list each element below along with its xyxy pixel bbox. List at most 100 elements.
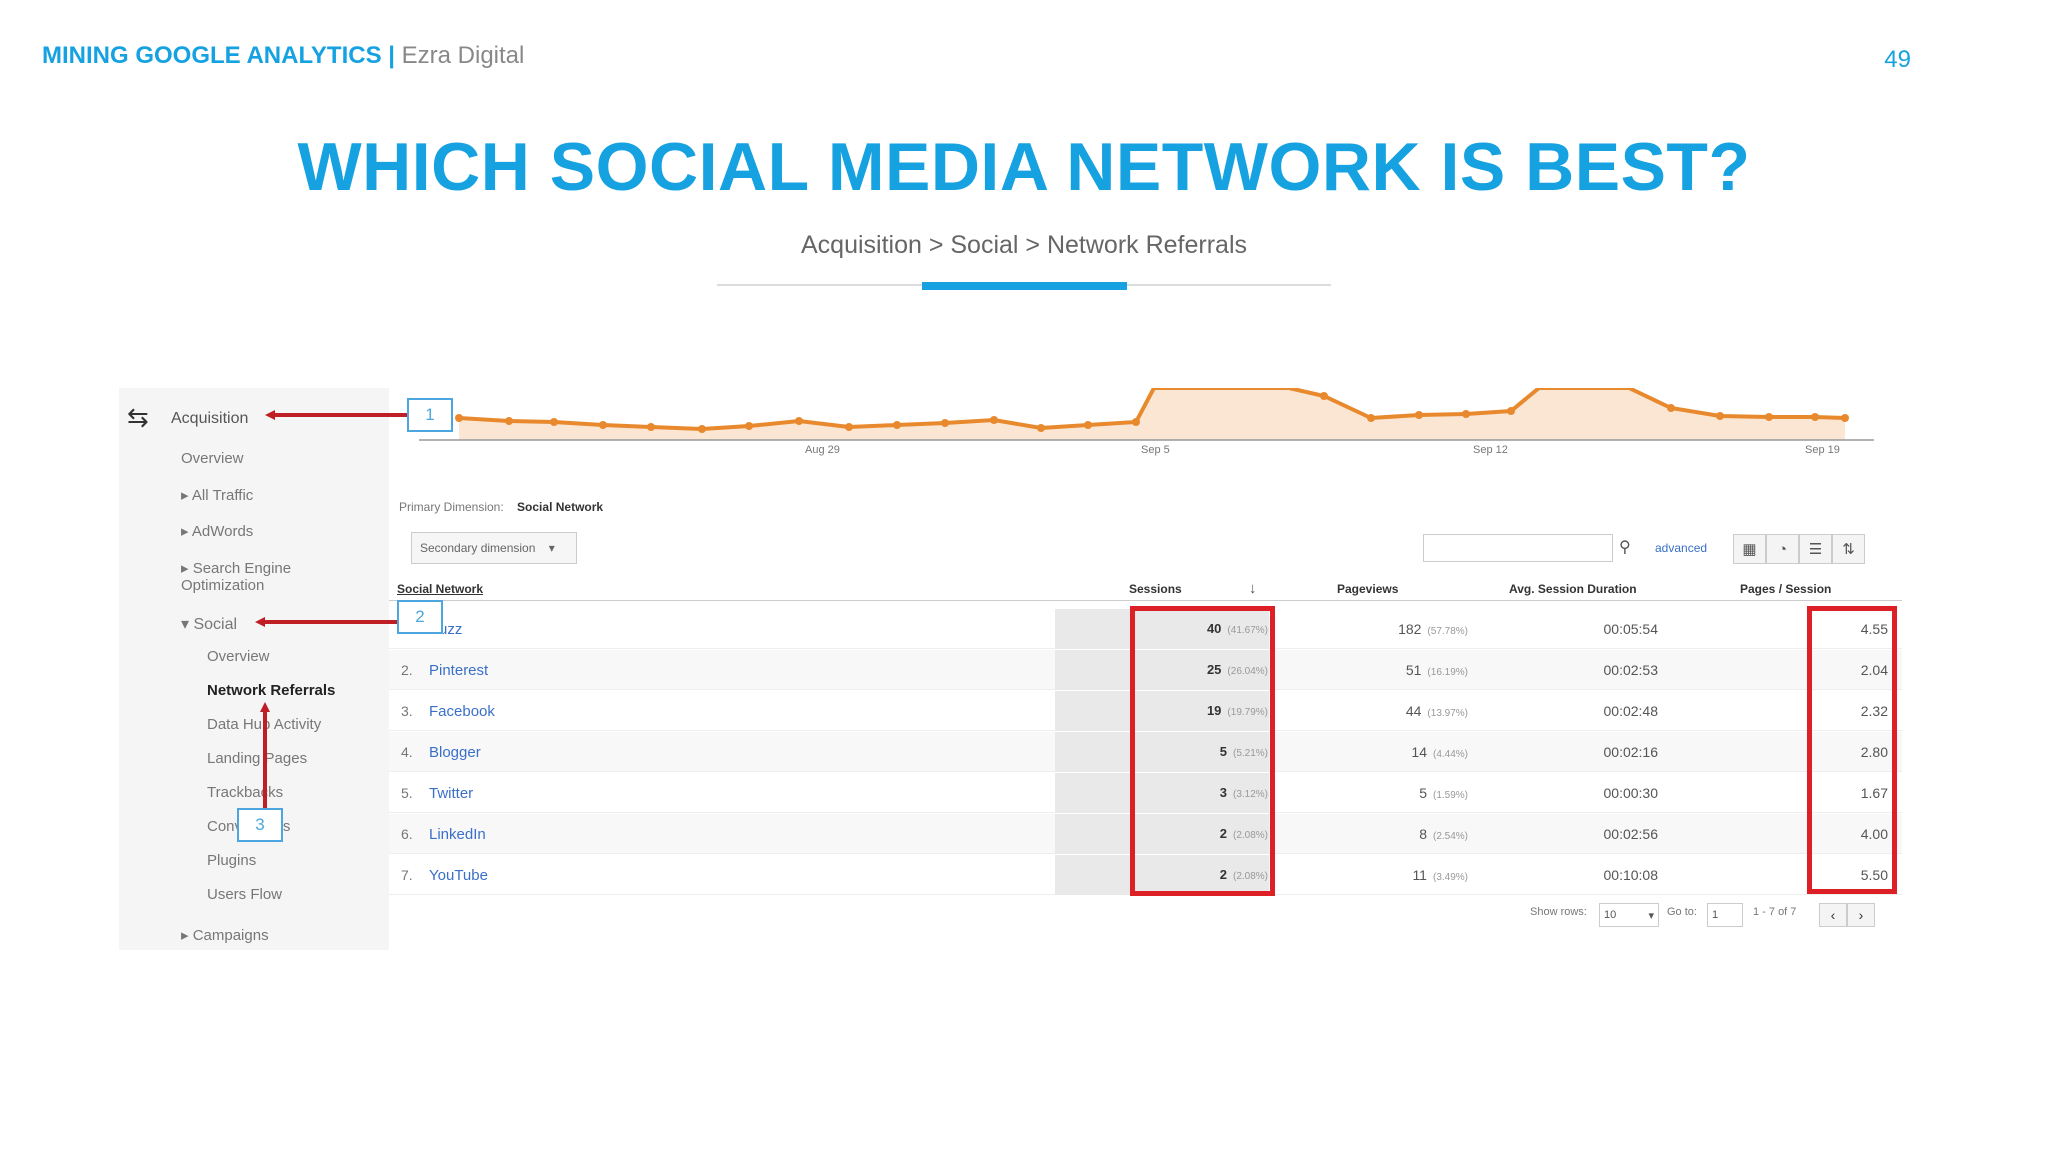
sidebar-item-network-referrals[interactable]: Network Referrals [207, 682, 336, 699]
sidebar-item-seo[interactable]: ▸ Search Engine Optimization [181, 560, 311, 594]
sidebar-item-label: Social [193, 616, 238, 633]
sidebar-item-data-hub-activity[interactable]: Data Hub Activity [207, 716, 322, 733]
sidebar-item-landing-pages[interactable]: Landing Pages [207, 750, 308, 767]
pageviews-count: 5 [1419, 785, 1427, 801]
callout-box-3: 3 [237, 808, 283, 842]
show-rows-value: 10 [1604, 909, 1617, 921]
expand-icon: ▸ [181, 927, 193, 944]
pageviews-percent: (2.54%) [1432, 831, 1468, 842]
view-toggle-group: ▦ ◔ ☰ ⇅ [1733, 534, 1865, 564]
sidebar-item-plugins[interactable]: Plugins [207, 852, 257, 869]
row-index: 6. [401, 826, 413, 842]
network-link[interactable]: Facebook [429, 703, 495, 720]
table-view-icon[interactable]: ▦ [1733, 534, 1766, 564]
pageviews-value: 8 (2.54%) [1419, 826, 1468, 842]
advanced-filter-link[interactable]: advanced [1655, 541, 1708, 555]
pageviews-percent: (13.97%) [1427, 708, 1468, 719]
sessions-count: 25 [1206, 662, 1222, 677]
primary-dimension-label: Primary Dimension: [399, 500, 504, 514]
pageviews-count: 44 [1405, 703, 1422, 719]
deck-header: MINING GOOGLE ANALYTICS | Ezra Digital [42, 42, 524, 70]
goto-input[interactable]: 1 [1707, 903, 1743, 927]
sessions-count: 40 [1206, 621, 1222, 636]
dropdown-arrow-icon: ▾ [1648, 910, 1654, 922]
secondary-dimension-dropdown[interactable]: Secondary dimension ▾ [411, 532, 577, 564]
sessions-cell-bg [1055, 650, 1269, 690]
expand-icon: ▸ [181, 560, 193, 577]
row-index: 7. [401, 867, 413, 883]
network-link[interactable]: Blogger [429, 744, 481, 761]
pivot-view-icon[interactable]: ⇅ [1832, 534, 1865, 564]
performance-view-icon[interactable]: ☰ [1799, 534, 1832, 564]
pageviews-count: 51 [1405, 662, 1422, 678]
sidebar-item-label: Campaigns [192, 927, 269, 944]
pages-per-session-highlight [1807, 606, 1897, 894]
prev-page-icon[interactable]: ‹ [1819, 903, 1847, 927]
sidebar-item-overview[interactable]: Overview [181, 450, 244, 467]
avg-duration-value: 00:05:54 [1603, 621, 1659, 637]
header-separator: | [388, 42, 395, 69]
sidebar-item-acquisition[interactable]: Acquisition [171, 410, 249, 427]
chart-points [455, 392, 1849, 433]
table-row: 1. Buzz 40(41.67%) 182(57.78%) 00:05:54 … [389, 609, 1902, 649]
next-page-icon[interactable]: › [1847, 903, 1875, 927]
slide-subtitle: Acquisition > Social > Network Referrals [800, 231, 1248, 259]
sessions-count: 19 [1206, 703, 1222, 718]
search-icon[interactable]: ⚲ [1619, 539, 1631, 556]
pages-per-session-value: 2.80 [1860, 744, 1888, 760]
callout-box-1: 1 [407, 398, 453, 432]
primary-dimension: Primary Dimension: Social Network [399, 500, 603, 514]
sidebar-item-campaigns[interactable]: ▸ Campaigns [181, 926, 269, 944]
sessions-percent: (5.21%) [1232, 748, 1268, 759]
sidebar-item-trackbacks[interactable]: Trackbacks [207, 784, 284, 801]
table-search-input[interactable] [1423, 534, 1613, 562]
sidebar-item-label: Search Engine Optimization [181, 560, 292, 594]
x-tick: Sep 19 [1805, 444, 1840, 456]
sessions-count: 5 [1219, 744, 1227, 759]
col-header-social-network[interactable]: Social Network [397, 582, 484, 596]
row-index: 5. [401, 785, 413, 801]
report-main: Aug 29 Sep 5 Sep 12 Sep 19 Primary Dimen… [389, 388, 1902, 950]
row-index: 3. [401, 703, 413, 719]
sidebar-item-users-flow[interactable]: Users Flow [207, 886, 283, 903]
divider-accent [922, 282, 1127, 290]
primary-dimension-value[interactable]: Social Network [517, 500, 604, 514]
sessions-count: 2 [1219, 867, 1227, 882]
sessions-percent: (41.67%) [1227, 625, 1268, 636]
avg-duration-value: 00:02:48 [1603, 703, 1659, 719]
network-link[interactable]: YouTube [429, 867, 488, 884]
sessions-cell-bg [1055, 691, 1269, 731]
pageviews-value: 44 (13.97%) [1406, 703, 1468, 719]
pages-per-session-value: 4.55 [1860, 621, 1888, 637]
pageviews-percent: (57.78%) [1427, 626, 1468, 637]
pageviews-percent: (1.59%) [1432, 790, 1468, 801]
sessions-count: 3 [1219, 785, 1227, 800]
pie-view-icon[interactable]: ◔ [1766, 534, 1799, 564]
show-rows-select[interactable]: 10 ▾ [1599, 903, 1659, 927]
pageviews-percent: (16.19%) [1427, 667, 1468, 678]
table-row: 3. Facebook 19 (19.79%) 44 (13.97%) 00:02:… [389, 691, 1902, 731]
sessions-cell-bg [1055, 609, 1269, 649]
sidebar-item-social-overview[interactable]: Overview [207, 648, 270, 665]
col-header-pages-per-session[interactable]: Pages / Session [1740, 582, 1832, 596]
network-link[interactable]: Pinterest [429, 662, 489, 679]
x-tick: Sep 5 [1141, 444, 1170, 456]
x-tick: Aug 29 [805, 444, 840, 456]
row-index: 4. [401, 744, 413, 760]
sessions-cell-bg [1055, 773, 1269, 813]
pagination-range: 1 - 7 of 7 [1753, 906, 1797, 918]
network-link[interactable]: Twitter [429, 785, 474, 802]
sessions-value: 2 (2.08%) [1220, 867, 1268, 882]
sidebar-item-adwords[interactable]: ▸ AdWords [181, 522, 253, 540]
sessions-cell-bg [1055, 732, 1269, 772]
sort-desc-icon[interactable]: ↓ [1249, 580, 1257, 597]
network-link[interactable]: LinkedIn [429, 826, 486, 843]
sessions-value: 5 (5.21%) [1220, 744, 1268, 759]
col-header-sessions[interactable]: Sessions [1129, 582, 1182, 596]
col-header-avg-session-duration[interactable]: Avg. Session Duration [1509, 582, 1637, 596]
pageviews-value: 51 (16.19%) [1406, 662, 1468, 678]
sidebar-item-all-traffic[interactable]: ▸ All Traffic [181, 486, 253, 504]
col-header-pageviews[interactable]: Pageviews [1337, 582, 1399, 596]
avg-duration-value: 00:02:16 [1603, 744, 1659, 760]
sidebar-item-social[interactable]: ▾ Social [181, 614, 237, 634]
